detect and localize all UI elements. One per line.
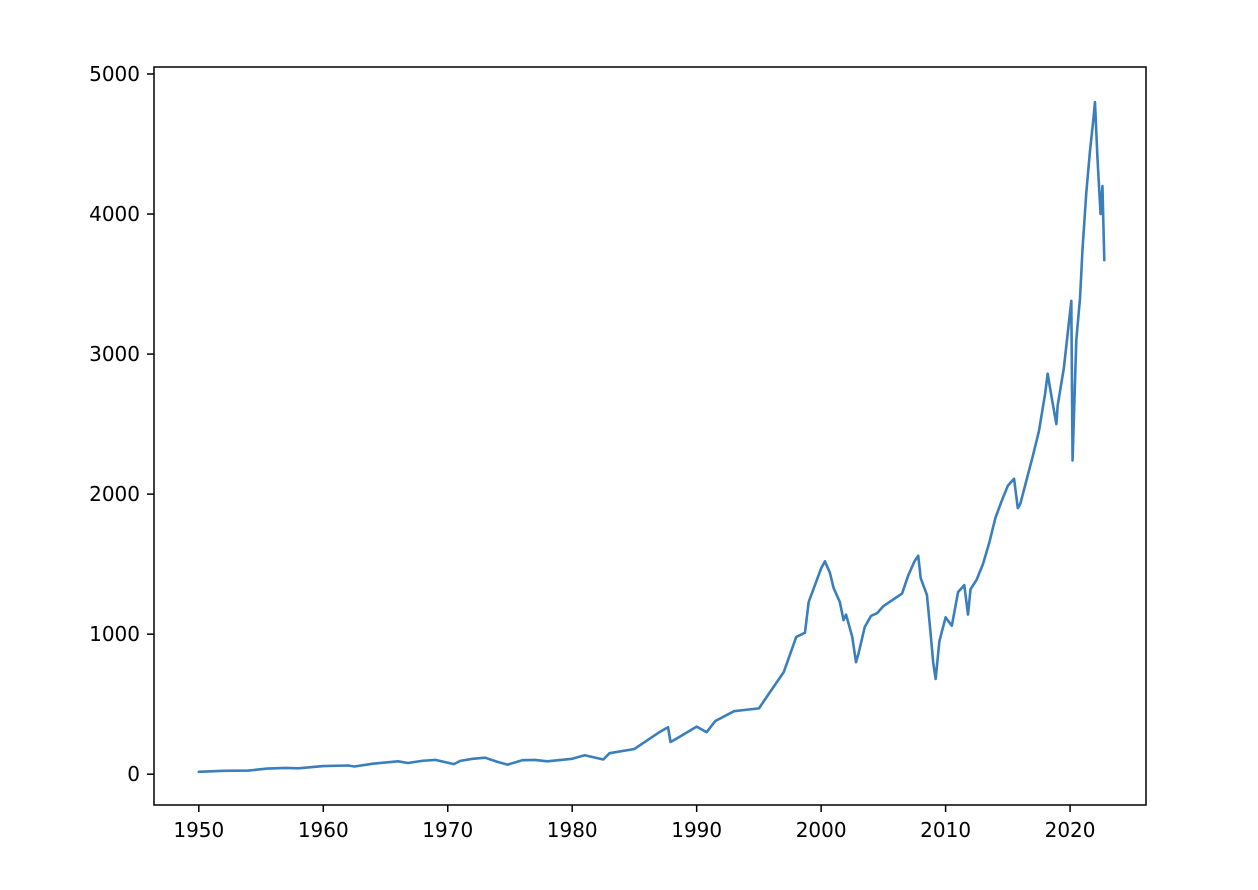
x-tick-label: 1960 [298,818,349,842]
series-line-0 [197,100,1106,774]
y-tick-label: 3000 [89,342,140,366]
x-tick-label: 2000 [796,818,847,842]
y-tick-label: 5000 [89,62,140,86]
x-tick-label: 2020 [1045,818,1096,842]
x-tick-label: 1990 [671,818,722,842]
x-tick-label: 1970 [422,818,473,842]
x-tick-label: 2010 [920,818,971,842]
plot-area [197,100,1106,774]
x-tick-label: 1980 [547,818,598,842]
x-tick-label: 1950 [173,818,224,842]
y-tick-label: 0 [127,762,140,786]
y-tick-label: 2000 [89,482,140,506]
y-tick-label: 1000 [89,622,140,646]
axis-ticks: 1950 1960 1970 1980 1990 2000 2010 2020 0 1000 200… [89,62,1095,842]
y-tick-label: 4000 [89,202,140,226]
axes-frame [153,66,1147,806]
